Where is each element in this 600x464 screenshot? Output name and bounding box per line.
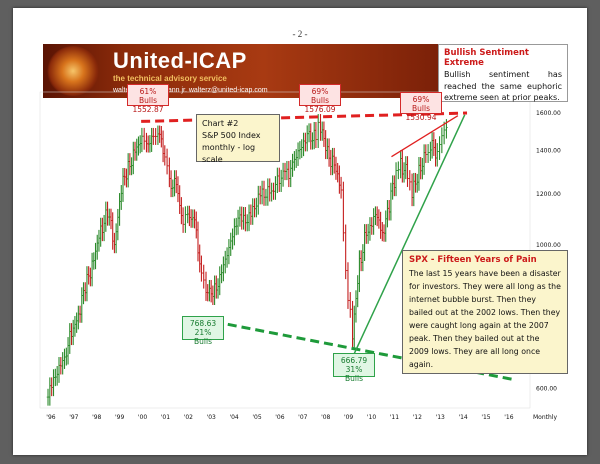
resistance-line — [141, 111, 468, 123]
x-tick-label: '97 — [69, 414, 78, 421]
callout-bulls: 69% Bulls — [311, 87, 329, 105]
callout-value: 768.63 — [189, 319, 217, 328]
x-tick-label: '02 — [184, 414, 193, 421]
callout-peak-2000: 61% Bulls 1552.87 — [127, 84, 169, 114]
contact-line: walter j. zimmermann jr. walterz@united-… — [113, 87, 268, 94]
x-tick-label: '14 — [458, 414, 467, 421]
x-tick-label: '10 — [367, 414, 376, 421]
x-axis-label: Monthly — [533, 414, 557, 421]
x-tick-label: '05 — [252, 414, 261, 421]
y-tick-label: 1600.00 — [536, 110, 561, 117]
callout-value: 1530.94 — [405, 113, 437, 122]
x-tick-label: '06 — [275, 414, 284, 421]
sentiment-body: Bullish sentiment has reached the same e… — [444, 70, 562, 102]
chart-label-box: Chart #2 S&P 500 Index monthly - log sca… — [196, 114, 280, 164]
x-tick-label: '15 — [481, 414, 490, 421]
y-tick-label: 1400.00 — [536, 148, 561, 155]
chart-label-line2: S&P 500 Index — [202, 131, 261, 140]
callout-bulls: 69% Bulls — [412, 95, 430, 113]
x-tick-label: '01 — [161, 414, 170, 421]
sentiment-box: Bullish Sentiment Extreme Bullish sentim… — [438, 44, 568, 102]
x-tick-label: '07 — [298, 414, 307, 421]
logo-swirl-icon — [47, 46, 99, 96]
callout-low-2009: 666.79 31% Bulls — [333, 353, 375, 383]
x-tick-label: '96 — [46, 414, 55, 421]
y-tick-label: 1000.00 — [536, 242, 561, 249]
page-number: - 2 - — [292, 29, 308, 39]
x-tick-label: '08 — [321, 414, 330, 421]
callout-low-2002: 768.63 21% Bulls — [182, 316, 224, 346]
callout-peak-2007: 69% Bulls 1576.09 — [299, 84, 341, 114]
uptrend-line — [351, 114, 466, 360]
x-tick-label: '12 — [413, 414, 422, 421]
y-tick-label: 600.00 — [536, 386, 557, 393]
callout-bulls: 21% Bulls — [194, 328, 212, 346]
x-tick-label: '13 — [436, 414, 445, 421]
x-tick-label: '16 — [504, 414, 513, 421]
x-tick-label: '09 — [344, 414, 353, 421]
banner: United-ICAP the technical advisory servi… — [43, 44, 443, 98]
chart-label-line3: monthly - log scale — [202, 143, 256, 164]
x-tick-label: '03 — [207, 414, 216, 421]
chart-label-line1: Chart #2 — [202, 119, 239, 128]
callout-bulls: 31% Bulls — [345, 365, 363, 383]
x-tick-label: '98 — [92, 414, 101, 421]
brand-name: United-ICAP — [113, 48, 247, 73]
callout-value: 1552.87 — [132, 105, 164, 114]
sentiment-title: Bullish Sentiment Extreme — [444, 48, 529, 68]
x-tick-label: '00 — [138, 414, 147, 421]
callout-bulls: 61% Bulls — [139, 87, 157, 105]
callout-value: 1576.09 — [304, 105, 336, 114]
x-tick-label: '99 — [115, 414, 124, 421]
pain-body: The last 15 years have been a disaster f… — [409, 269, 561, 369]
callout-peak-2013: 69% Bulls 1530.94 — [400, 92, 442, 122]
tagline: the technical advisory service — [113, 74, 227, 83]
x-tick-label: '11 — [390, 414, 399, 421]
callout-value: 666.79 — [340, 356, 368, 365]
x-tick-label: '04 — [229, 414, 238, 421]
recent-trend-line — [391, 115, 459, 158]
y-tick-label: 1200.00 — [536, 191, 561, 198]
pain-box: SPX - Fifteen Years of Pain The last 15 … — [402, 250, 568, 374]
pain-title: SPX - Fifteen Years of Pain — [409, 255, 537, 265]
